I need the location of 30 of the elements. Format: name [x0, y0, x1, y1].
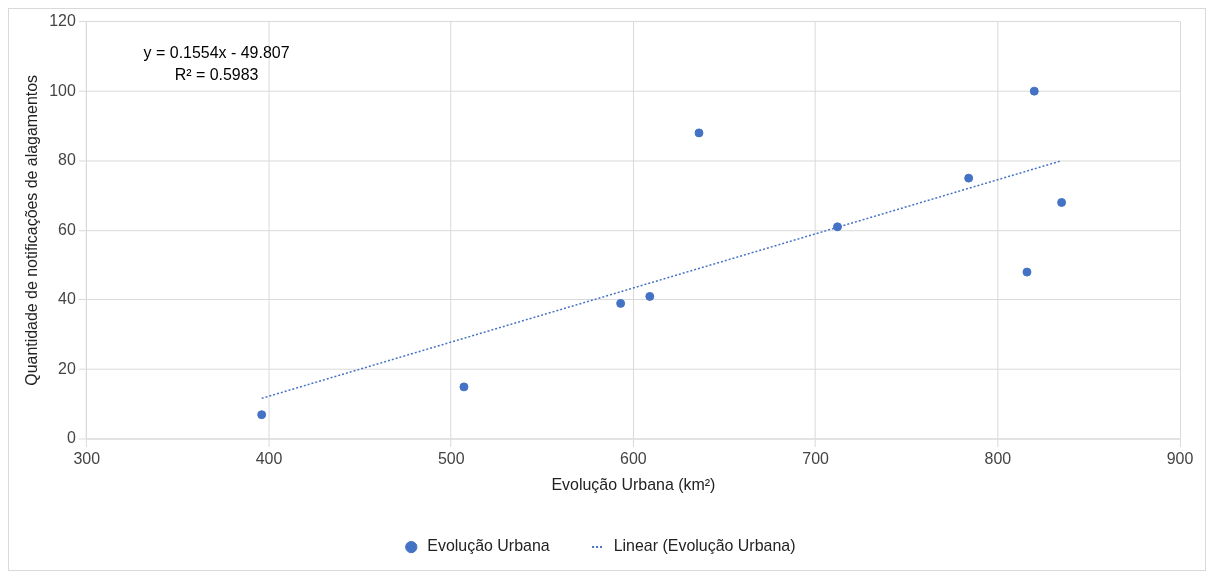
y-tick-label: 80 [58, 151, 76, 169]
point [1029, 86, 1039, 96]
annotation: y = 0.1554x - 49.807 [143, 43, 290, 61]
x-tick-label: 700 [802, 450, 830, 467]
point [459, 382, 469, 392]
point [257, 410, 267, 420]
x-axis-title: Evolução Urbana (km²) [551, 476, 716, 494]
point [964, 173, 974, 183]
annotation: R² = 0.5983 [174, 65, 259, 83]
y-tick-label: 60 [58, 220, 76, 238]
legend-label: Evolução Urbana [427, 537, 550, 555]
point [694, 128, 704, 138]
y-tick-label: 120 [49, 11, 76, 29]
point [832, 222, 842, 232]
x-tick-label: 400 [255, 450, 283, 467]
x-tick-label: 300 [73, 450, 101, 467]
point [1022, 267, 1032, 277]
point [616, 298, 626, 308]
x-tick-label: 800 [984, 450, 1012, 467]
legend-label: Linear (Evolução Urbana) [613, 537, 796, 555]
y-tick-label: 0 [66, 429, 76, 447]
y-tick-label: 20 [58, 359, 76, 377]
y-tick-label: 40 [58, 290, 76, 308]
y-tick-label: 100 [49, 81, 76, 99]
y-axis-title: Quantidade de notificações de alagamentos [22, 74, 40, 386]
x-tick-label: 900 [1166, 450, 1194, 467]
point [1057, 197, 1067, 207]
x-tick-label: 600 [620, 450, 647, 467]
point [645, 291, 655, 301]
x-tick-label: 500 [437, 450, 465, 467]
